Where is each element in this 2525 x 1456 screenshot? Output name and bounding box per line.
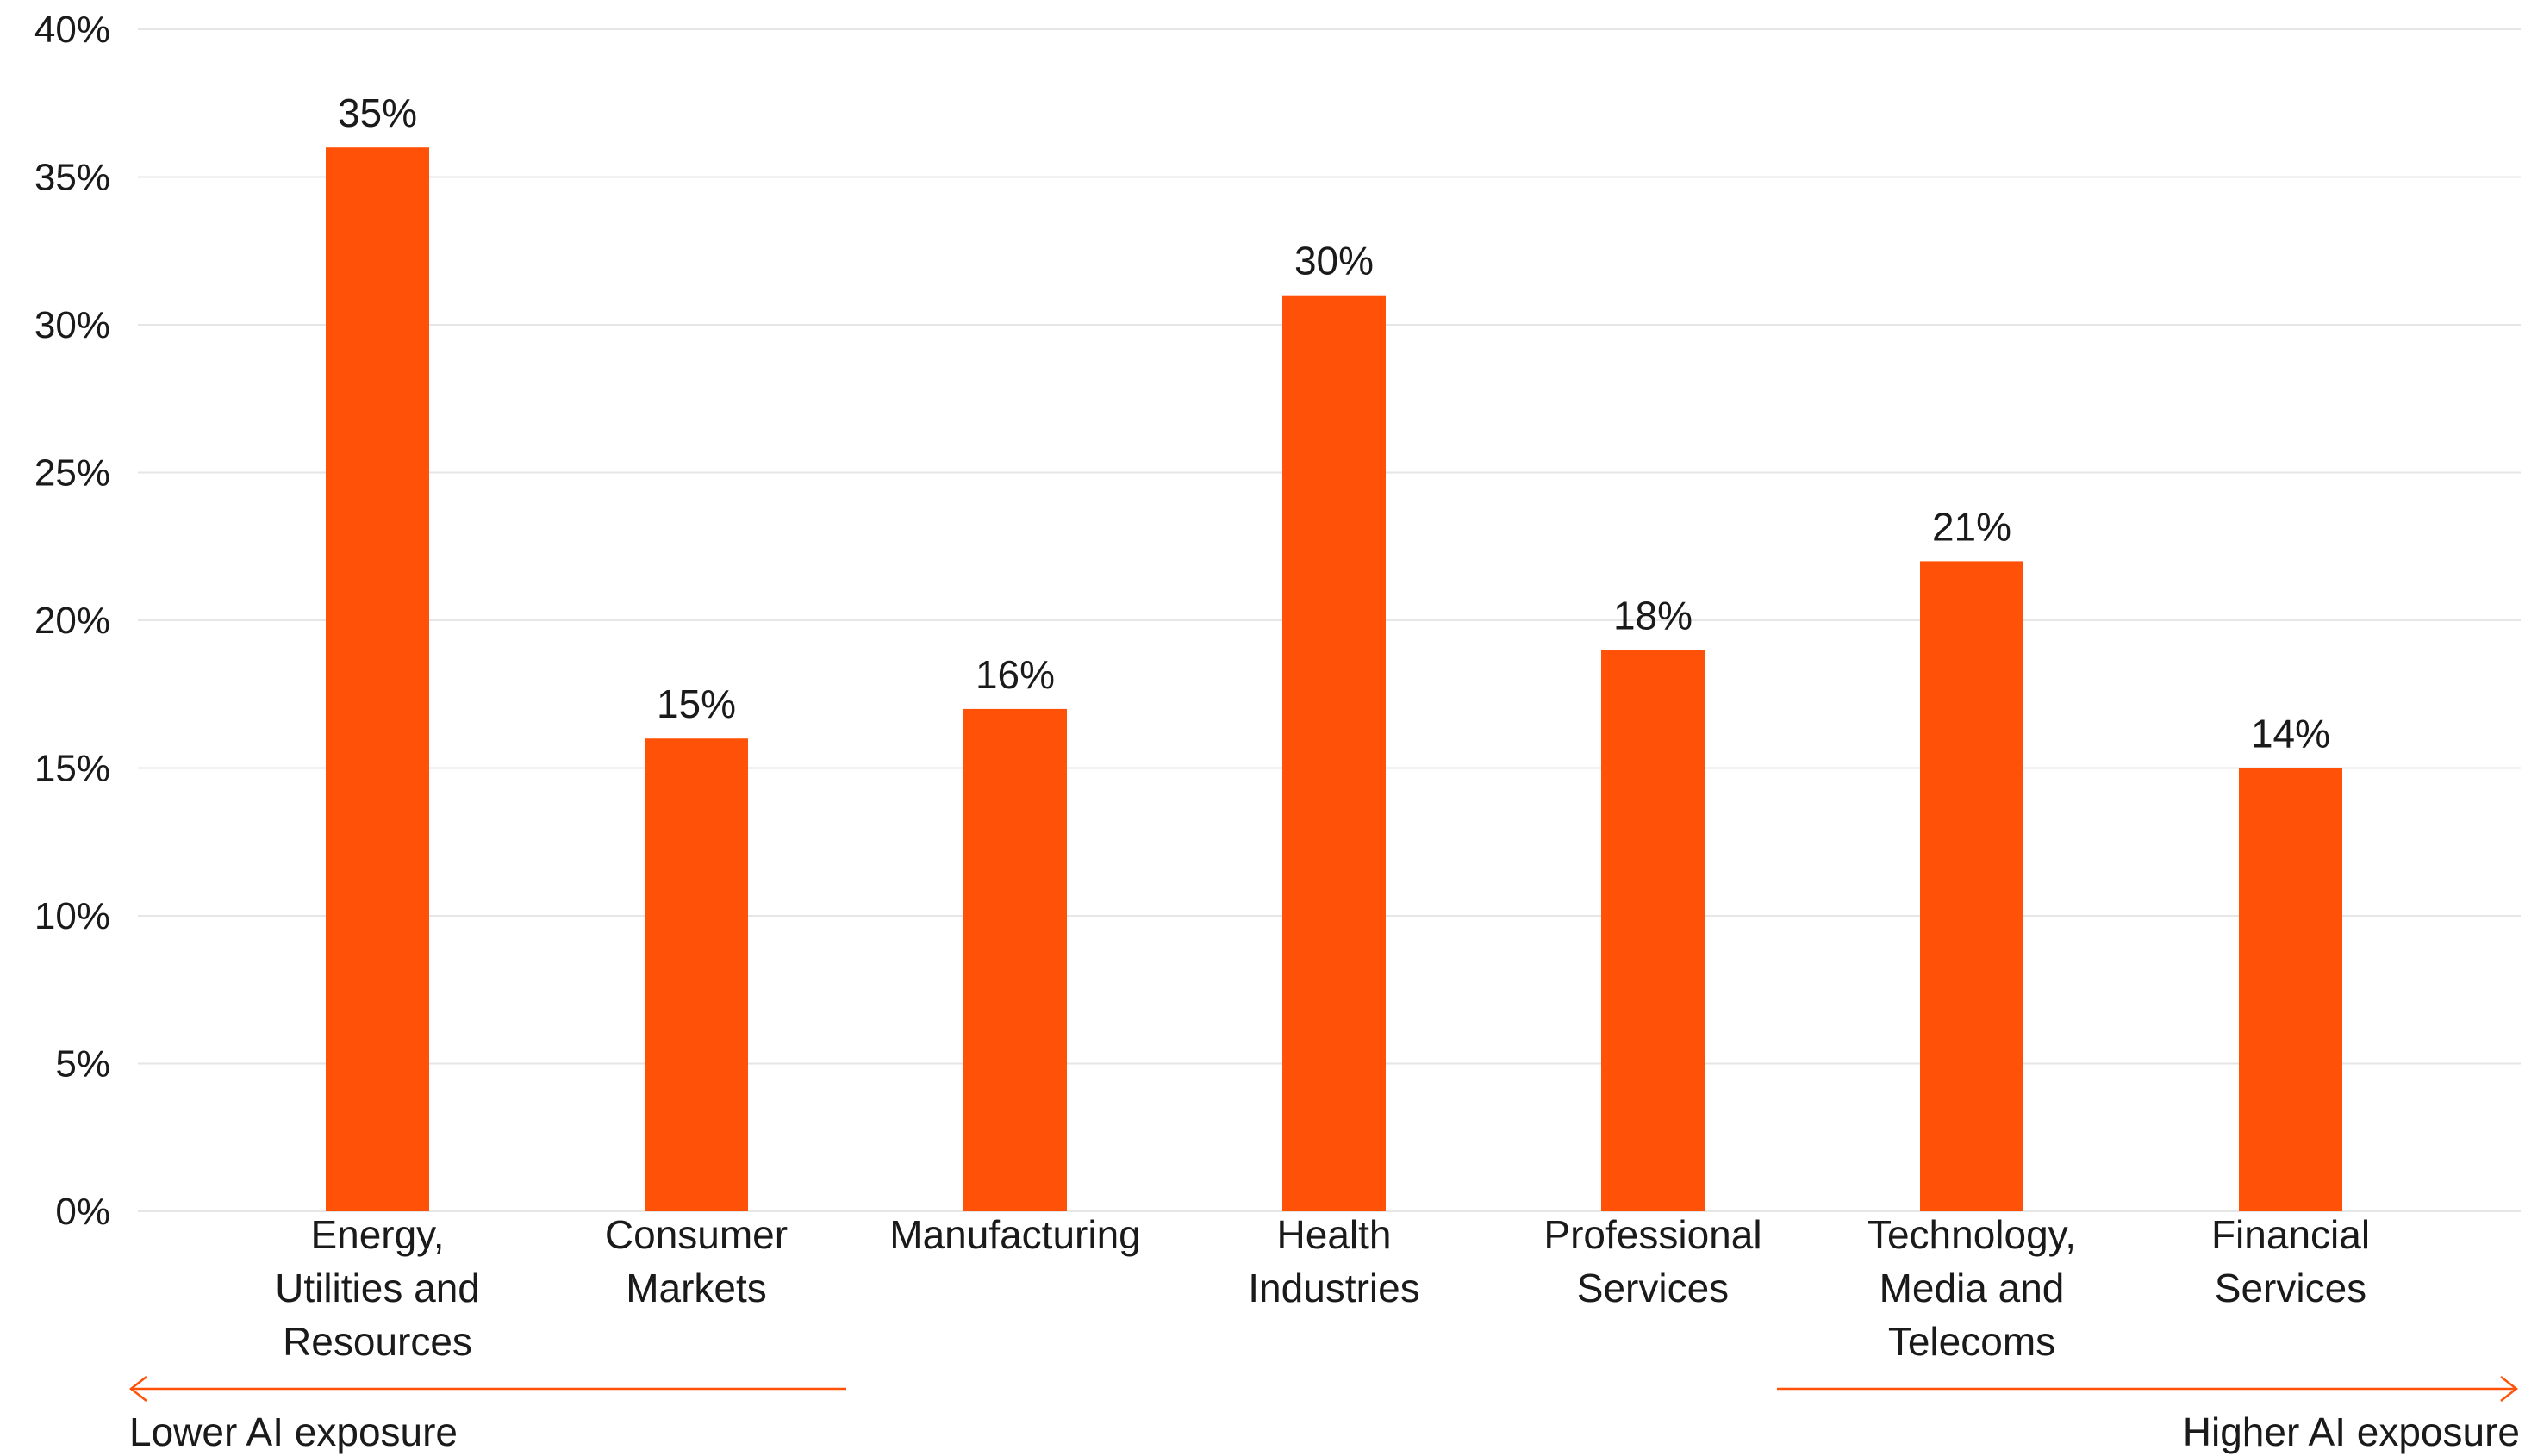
- y-tick-label: 35%: [34, 157, 110, 199]
- bar: [326, 147, 429, 1212]
- data-label: 18%: [1613, 593, 1693, 638]
- y-tick-label: 10%: [34, 895, 110, 937]
- y-axis-tick-labels: 0% 5% 10% 15% 20% 25% 30% 35% 40%: [34, 9, 110, 1233]
- data-label: 16%: [976, 652, 1055, 697]
- category-label: Financial: [2211, 1212, 2370, 1257]
- category-label: Utilities and: [275, 1266, 480, 1310]
- category-label: Services: [1577, 1266, 1729, 1310]
- category-label: Industries: [1248, 1266, 1419, 1310]
- category-label: Media and: [1880, 1266, 2065, 1310]
- category-labels: Energy, Utilities and Resources Consumer Mar…: [275, 1212, 2370, 1364]
- bar: [645, 738, 748, 1211]
- bar: [2239, 768, 2342, 1211]
- category-label: Professional: [1543, 1212, 1761, 1257]
- y-tick-label: 5%: [55, 1043, 110, 1086]
- bar: [1282, 295, 1386, 1212]
- y-tick-label: 25%: [34, 452, 110, 495]
- y-tick-label: 15%: [34, 748, 110, 790]
- category-label: Markets: [626, 1266, 767, 1310]
- category-label: Telecoms: [1888, 1319, 2055, 1364]
- data-labels: 35% 15% 16% 30% 18% 21% 14%: [338, 90, 2330, 756]
- data-label: 14%: [2251, 712, 2330, 756]
- data-label: 30%: [1294, 239, 1374, 283]
- higher-exposure-arrow-head: [2500, 1376, 2519, 1402]
- bars: [326, 147, 2342, 1212]
- y-tick-label: 40%: [34, 9, 110, 51]
- category-label: Manufacturing: [889, 1212, 1141, 1257]
- exposure-indicators: Lower AI exposure Higher AI exposure: [128, 1376, 2520, 1454]
- data-label: 21%: [1932, 504, 2011, 549]
- lower-exposure-arrow-head: [128, 1376, 147, 1402]
- bar: [963, 708, 1067, 1211]
- data-label: 35%: [338, 90, 417, 135]
- y-tick-label: 0%: [55, 1191, 110, 1233]
- bar: [1601, 650, 1705, 1211]
- lower-exposure-label: Lower AI exposure: [129, 1409, 458, 1454]
- y-tick-label: 30%: [34, 304, 110, 346]
- category-label: Energy,: [310, 1212, 444, 1257]
- data-label: 15%: [657, 681, 736, 726]
- category-label: Services: [2215, 1266, 2366, 1310]
- higher-exposure-label: Higher AI exposure: [2183, 1409, 2520, 1454]
- category-label: Health: [1277, 1212, 1392, 1257]
- category-label: Resources: [283, 1319, 472, 1364]
- category-label: Technology,: [1867, 1212, 2076, 1257]
- category-label: Consumer: [605, 1212, 788, 1257]
- bar: [1920, 561, 2023, 1211]
- y-tick-label: 20%: [34, 600, 110, 642]
